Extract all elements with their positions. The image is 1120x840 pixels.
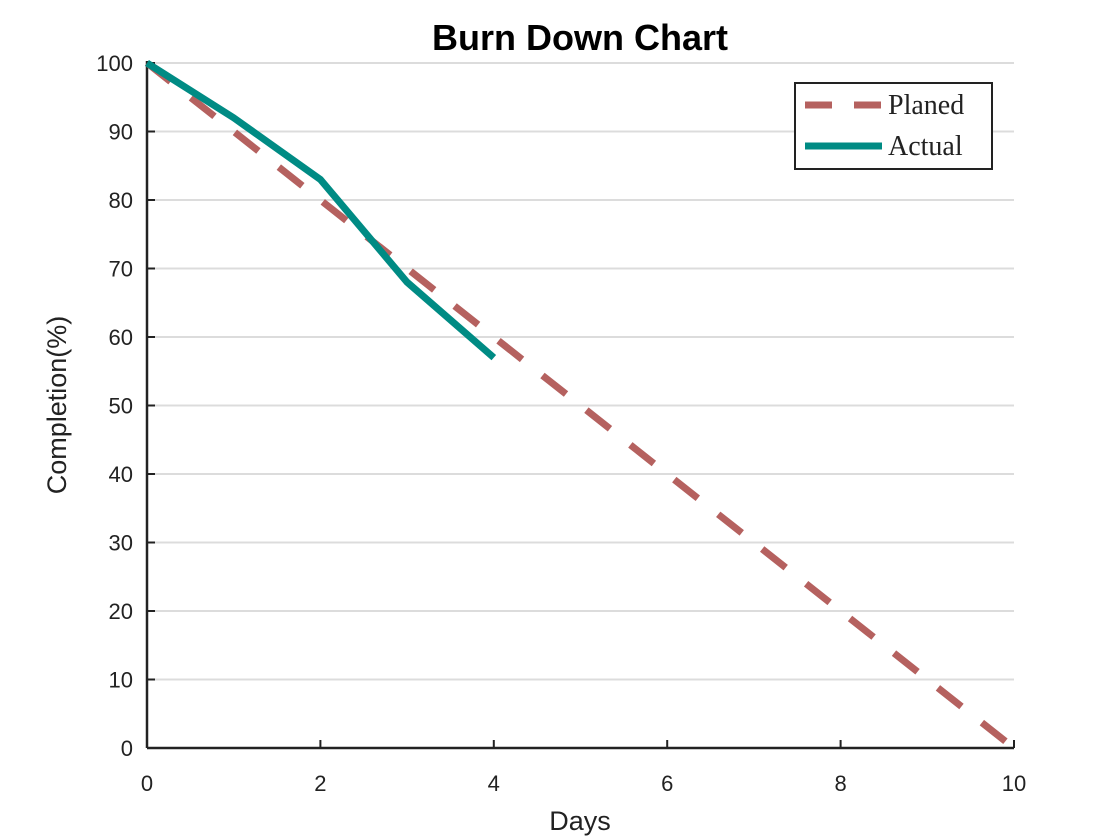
- x-tick-label: 6: [661, 771, 673, 796]
- grid-lines: [147, 62, 1014, 681]
- legend-label-planed: Planed: [888, 90, 964, 121]
- axes: [145, 61, 1015, 750]
- legend-label-actual: Actual: [888, 131, 963, 162]
- y-tick-label: 70: [109, 257, 133, 282]
- y-tick-label: 100: [96, 51, 133, 76]
- y-tick-label: 30: [109, 531, 133, 556]
- x-tick-label: 10: [1002, 771, 1026, 796]
- legend-box: [794, 82, 993, 170]
- y-tick-label: 20: [109, 599, 133, 624]
- y-tick-label: 60: [109, 325, 133, 350]
- y-tick-label: 40: [109, 462, 133, 487]
- chart-title: Burn Down Chart: [432, 17, 728, 58]
- legend: Planed Actual: [794, 82, 993, 170]
- x-tick-label: 2: [314, 771, 326, 796]
- y-tick-label: 80: [109, 188, 133, 213]
- x-tick-label: 0: [141, 771, 153, 796]
- y-tick-label: 10: [109, 668, 133, 693]
- series-line-actual: [145, 60, 497, 361]
- y-axis-label: Completion(%): [42, 316, 72, 495]
- x-tick-label: 4: [488, 771, 500, 796]
- series-line-planed: [144, 60, 1017, 751]
- x-tick-label: 8: [834, 771, 846, 796]
- y-tick-label: 90: [109, 120, 133, 145]
- x-axis-label: Days: [549, 806, 611, 836]
- y-tick-label: 0: [121, 736, 133, 761]
- tick-labels: 0 10 20 30 40 50 60 70 80 90 100 0 2 4 6 8 10: [96, 51, 1026, 796]
- series-lines: [144, 60, 1017, 751]
- y-tick-label: 50: [109, 394, 133, 419]
